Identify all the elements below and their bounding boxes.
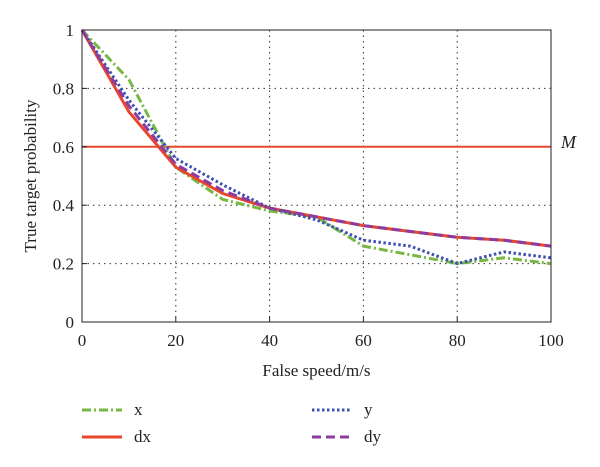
series-group [80,28,552,266]
legend-label-y: y [364,400,373,419]
x-tick-label: 0 [78,331,87,350]
grid [82,30,551,322]
plot-frame [81,29,552,323]
series-line-dy [80,29,552,248]
x-tick-label: 40 [261,331,278,350]
y-tick-label: 1 [66,21,75,40]
tick-group: 0 20 40 60 80 100 0 0.2 0.4 0.6 0.8 1 [53,21,564,350]
legend: x dx y dy [82,400,382,446]
y-tick-label: 0.2 [53,255,74,274]
legend-label-dx: dx [134,427,152,446]
x-tick-label: 100 [538,331,564,350]
y-tick-label: 0.8 [53,79,74,98]
y-tick-label: 0 [66,313,75,332]
y-tick-label: 0.4 [53,196,75,215]
reference-line-label: M [560,132,577,152]
series-line-dx [80,29,552,248]
y-tick-label: 0.6 [53,138,74,157]
legend-label-x: x [134,400,143,419]
y-axis-label: True target probability [21,99,40,252]
legend-label-dy: dy [364,427,382,446]
x-tick-label: 20 [167,331,184,350]
x-axis-label: False speed/m/s [262,361,370,380]
x-tick-label: 60 [355,331,372,350]
x-tick-label: 80 [449,331,466,350]
